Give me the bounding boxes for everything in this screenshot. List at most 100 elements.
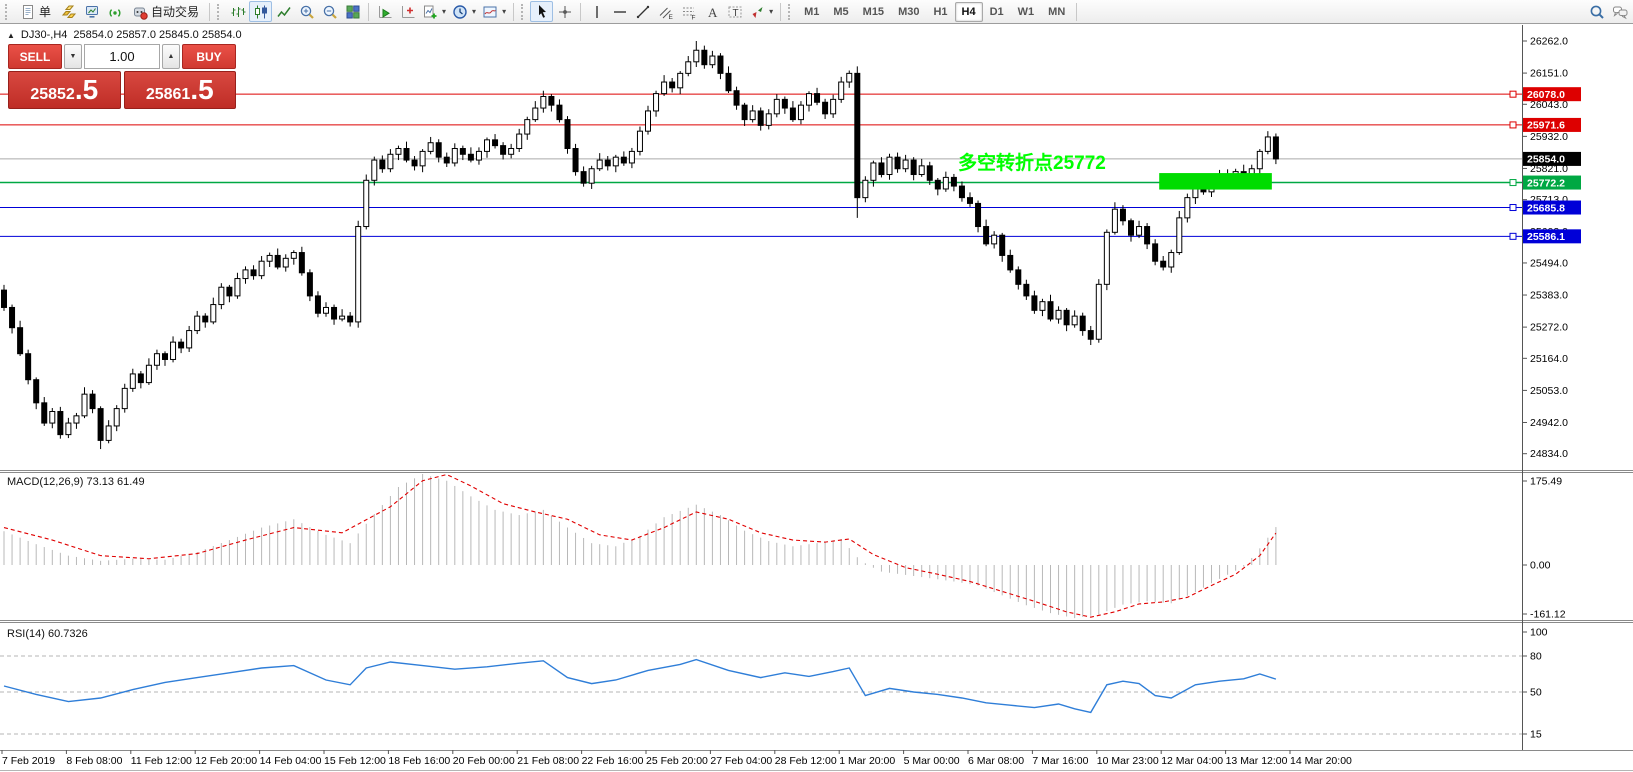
timeframe-H4[interactable]: H4 bbox=[954, 1, 983, 22]
timeframe-group: M1 M5 M15 M30 H1 H4 D1 W1 MN bbox=[797, 0, 1072, 24]
new-order-label: 单 bbox=[39, 5, 52, 19]
signals-icon-button[interactable] bbox=[103, 1, 126, 22]
new-order-button[interactable]: 单 bbox=[14, 1, 57, 22]
timeframe-MN[interactable]: MN bbox=[1041, 2, 1072, 22]
toolbar-grip[interactable] bbox=[5, 3, 11, 20]
timeframe-M15[interactable]: M15 bbox=[856, 2, 891, 22]
chart-shift-icon-button[interactable] bbox=[396, 1, 419, 22]
templates-dropdown-button[interactable]: ▾ bbox=[479, 1, 509, 22]
timeframe-M5[interactable]: M5 bbox=[826, 2, 855, 22]
svg-text:24942.0: 24942.0 bbox=[1530, 417, 1568, 429]
periods-dropdown-button[interactable]: ▾ bbox=[449, 1, 479, 22]
buy-button[interactable]: BUY bbox=[182, 44, 236, 69]
buy-price-display[interactable]: 25861.5 bbox=[123, 71, 236, 109]
sell-button[interactable]: SELL bbox=[8, 44, 62, 69]
toolbar-group-trade: 单 自动交易 bbox=[14, 0, 205, 24]
autotrading-button[interactable]: 自动交易 bbox=[126, 1, 205, 22]
crosshair-icon-glyph bbox=[558, 5, 571, 18]
zoom-in-icon-glyph bbox=[300, 5, 314, 19]
svg-text:14 Feb 04:00: 14 Feb 04:00 bbox=[260, 755, 322, 767]
one-click-trading-panel: SELL ▼ ▲ BUY 25852.5 25861.5 bbox=[8, 44, 236, 109]
svg-text:80: 80 bbox=[1530, 651, 1542, 663]
zoom-out-icon-button[interactable] bbox=[318, 1, 341, 22]
toolbar-group-scroll: ▾ ▾ ▾ bbox=[373, 0, 509, 24]
sell-price-fraction: .5 bbox=[74, 74, 99, 105]
svg-text:25772.2: 25772.2 bbox=[1527, 177, 1565, 189]
timeframe-M30[interactable]: M30 bbox=[891, 2, 926, 22]
rsi-pane[interactable] bbox=[0, 655, 1522, 735]
svg-text:A: A bbox=[708, 5, 718, 20]
line-chart-icon-glyph bbox=[276, 6, 291, 17]
chart-ohlc-values: 25854.0 25857.0 25845.0 25854.0 bbox=[73, 29, 242, 41]
svg-text:12 Feb 20:00: 12 Feb 20:00 bbox=[195, 755, 257, 767]
toolbar-group-right bbox=[1585, 0, 1631, 24]
vertical-line-icon-glyph bbox=[595, 5, 598, 18]
price-axis[interactable]: 26262.026151.026043.025932.025821.025713… bbox=[1509, 36, 1581, 741]
terminal-icon-button[interactable] bbox=[80, 1, 103, 22]
bar-chart-icon-button[interactable] bbox=[226, 1, 249, 22]
svg-text:10 Mar 23:00: 10 Mar 23:00 bbox=[1097, 755, 1159, 767]
svg-text:26078.0: 26078.0 bbox=[1527, 89, 1565, 101]
zoom-in-icon-button[interactable] bbox=[295, 1, 318, 22]
volume-input[interactable] bbox=[84, 44, 160, 69]
svg-text:-161.12: -161.12 bbox=[1530, 609, 1566, 621]
equidistant-channel-icon-button[interactable]: E bbox=[654, 1, 677, 22]
svg-text:5 Mar 00:00: 5 Mar 00:00 bbox=[904, 755, 960, 767]
auto-scroll-icon-button[interactable] bbox=[373, 1, 396, 22]
time-axis[interactable]: 7 Feb 2019 8 Feb 08:00 11 Feb 12:00 12 Feb … bbox=[1, 750, 1352, 767]
timeframe-H1[interactable]: H1 bbox=[926, 2, 954, 22]
svg-text:14 Mar 20:00: 14 Mar 20:00 bbox=[1290, 755, 1352, 767]
gold-ingot-icon-button[interactable] bbox=[57, 1, 80, 22]
collapse-triangle-icon[interactable]: ▲ bbox=[7, 30, 15, 40]
svg-text:25053.0: 25053.0 bbox=[1530, 385, 1568, 397]
svg-text:25383.0: 25383.0 bbox=[1530, 290, 1568, 302]
rsi-line bbox=[3, 658, 1277, 714]
timeframe-M1[interactable]: M1 bbox=[797, 2, 826, 22]
dropdown-arrow-icon: ▾ bbox=[442, 7, 447, 16]
templates-dropdown-glyph bbox=[483, 6, 497, 17]
trendline-icon-button[interactable] bbox=[631, 1, 654, 22]
search-icon-button[interactable] bbox=[1585, 1, 1608, 22]
crosshair-icon-button[interactable] bbox=[553, 1, 576, 22]
toolbar-grip[interactable] bbox=[521, 3, 527, 20]
toolbar: 单 自动交易 ▾ ▾ ▾ bbox=[0, 0, 1633, 24]
toolbar-separator bbox=[368, 2, 370, 21]
vertical-line-icon-button[interactable] bbox=[585, 1, 608, 22]
timeframe-D1[interactable]: D1 bbox=[983, 2, 1011, 22]
tile-windows-icon-button[interactable] bbox=[341, 1, 364, 22]
toolbar-separator bbox=[1076, 2, 1078, 21]
chart-ohlc-header: ▲ DJ30-,H4 25854.0 25857.0 25845.0 25854… bbox=[7, 29, 242, 41]
cursor-icon-glyph bbox=[538, 4, 546, 18]
timeframe-W1[interactable]: W1 bbox=[1011, 2, 1042, 22]
sell-price-display[interactable]: 25852.5 bbox=[8, 71, 121, 109]
chat-icon-glyph bbox=[1612, 6, 1627, 19]
new-chart-dropdown-button[interactable]: ▾ bbox=[419, 1, 449, 22]
equidistant-channel-icon-glyph: E bbox=[659, 7, 673, 20]
volume-decrease-button[interactable]: ▼ bbox=[64, 44, 82, 69]
cursor-icon-button[interactable] bbox=[530, 1, 554, 22]
svg-text:25685.8: 25685.8 bbox=[1527, 202, 1565, 214]
toolbar-grip[interactable] bbox=[217, 3, 223, 20]
toolbar-grip[interactable] bbox=[788, 3, 794, 20]
turning-point-highlight-box[interactable] bbox=[1159, 173, 1272, 190]
line-chart-icon-button[interactable] bbox=[272, 1, 295, 22]
svg-text:15: 15 bbox=[1530, 729, 1542, 741]
candlestick-chart-icon-button[interactable] bbox=[249, 1, 273, 22]
text-label-icon-button[interactable]: T bbox=[723, 1, 746, 22]
svg-text:T: T bbox=[732, 8, 738, 19]
price-pane[interactable]: 多空转折点25772 bbox=[0, 41, 1522, 450]
turning-point-annotation[interactable]: 多空转折点25772 bbox=[958, 151, 1106, 174]
horizontal-line-icon-button[interactable] bbox=[608, 1, 631, 22]
svg-text:25821.0: 25821.0 bbox=[1530, 163, 1568, 175]
arrows-dropdown-button[interactable]: ▾ bbox=[746, 1, 776, 22]
chart-symbol-timeframe: DJ30-,H4 bbox=[20, 29, 68, 41]
text-icon-button[interactable]: A bbox=[700, 1, 723, 22]
svg-text:22 Feb 16:00: 22 Feb 16:00 bbox=[582, 755, 644, 767]
fibonacci-icon-button[interactable]: F bbox=[677, 1, 700, 22]
svg-text:26151.0: 26151.0 bbox=[1530, 68, 1568, 80]
toolbar-separator bbox=[209, 2, 211, 21]
chat-icon-button[interactable] bbox=[1608, 1, 1631, 22]
macd-pane[interactable] bbox=[3, 473, 1277, 619]
volume-increase-button[interactable]: ▲ bbox=[162, 44, 180, 69]
